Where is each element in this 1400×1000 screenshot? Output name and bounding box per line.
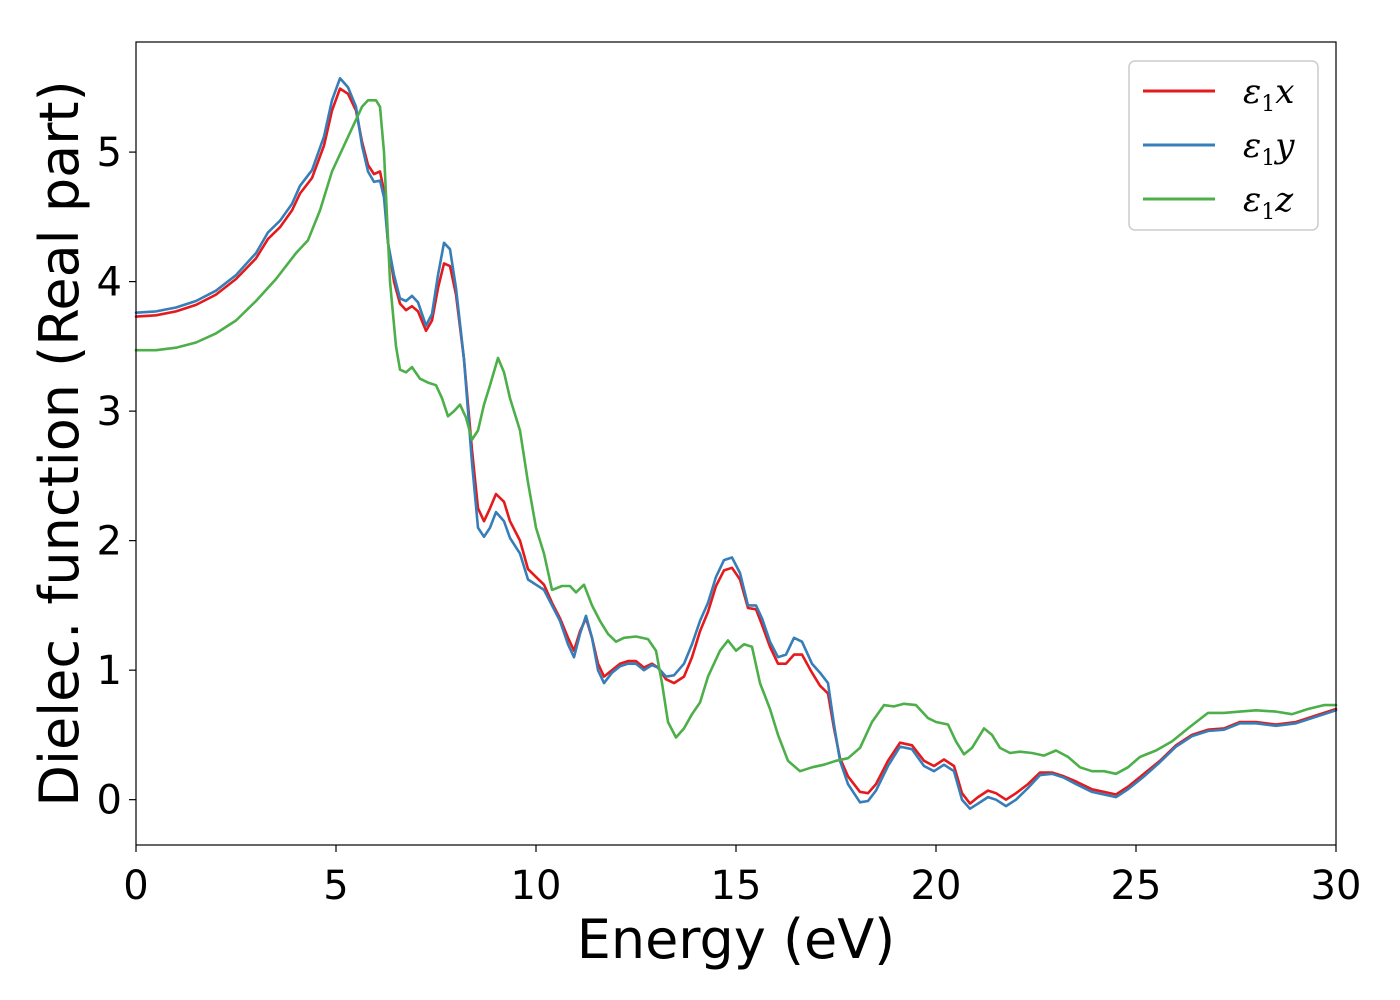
plot-frame (135, 41, 1337, 846)
x-tick-label: 0 (123, 863, 148, 909)
x-tick-label: 25 (1111, 863, 1162, 909)
x-tick-label: 5 (323, 863, 348, 909)
y-tick-label: 5 (97, 130, 122, 176)
legend-label-x: ε1x (1243, 72, 1294, 117)
series-line-y (134, 77, 1338, 810)
y-tick-label: 2 (97, 519, 122, 565)
y-axis-label: Dielec. function (Real part) (28, 80, 91, 806)
x-axis-label: Energy (eV) (577, 908, 896, 971)
series-lines (134, 77, 1338, 810)
y-tick-label: 4 (97, 260, 122, 306)
y-tick-label: 3 (97, 389, 122, 435)
legend-label-sub: 1 (1261, 146, 1275, 171)
legend-label-sub: 1 (1261, 92, 1275, 117)
x-tick-label: 10 (511, 863, 562, 909)
y-axis-ticks: 0 1 2 3 4 5 (97, 130, 136, 824)
legend-label-base: ε (1243, 180, 1261, 220)
legend-label-base: ε (1243, 72, 1261, 112)
legend-box (1128, 60, 1319, 231)
x-tick-label: 20 (911, 863, 962, 909)
legend-label-tail: x (1275, 72, 1294, 112)
legend-label-y: ε1y (1243, 126, 1295, 171)
legend-label-z: ε1z (1243, 180, 1294, 225)
y-tick-label: 1 (97, 648, 122, 694)
x-tick-label: 15 (711, 863, 762, 909)
legend-label-base: ε (1243, 126, 1261, 166)
legend-label-sub: 1 (1261, 200, 1275, 225)
y-tick-label: 0 (97, 778, 122, 824)
legend-label-tail: z (1274, 180, 1294, 220)
series-line-z (134, 99, 1338, 776)
x-axis-ticks: 0 5 10 15 20 25 30 (123, 845, 1361, 909)
legend-label-tail: y (1273, 126, 1295, 166)
x-tick-label: 30 (1311, 863, 1362, 909)
